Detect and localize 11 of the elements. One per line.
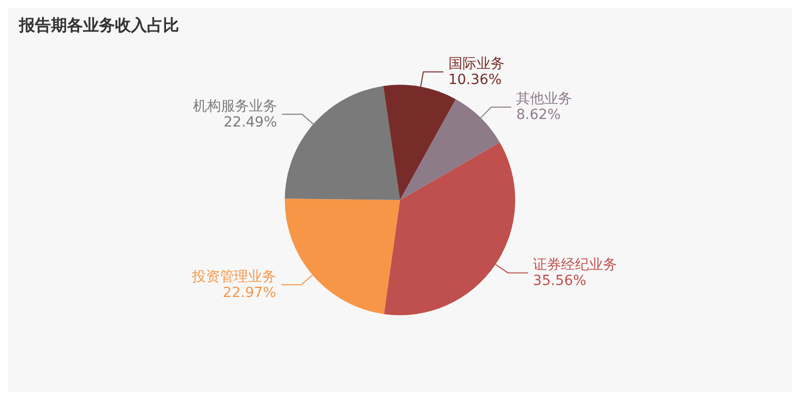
slice-label: 证券经纪业务: [532, 256, 617, 273]
chart-title: 报告期各业务收入占比: [18, 16, 179, 34]
slice-label: 国际业务: [448, 56, 504, 72]
data-label: 35.56%: [532, 272, 586, 289]
data-label: 22.97%: [222, 284, 276, 301]
data-label: 22.49%: [224, 114, 278, 130]
slice-label: 投资管理业务: [191, 268, 276, 285]
slice-label: 机构服务业务: [193, 98, 278, 114]
data-label: 10.36%: [448, 72, 502, 88]
slice-label: 其他业务: [516, 91, 572, 108]
data-label: 8.62%: [516, 107, 561, 124]
